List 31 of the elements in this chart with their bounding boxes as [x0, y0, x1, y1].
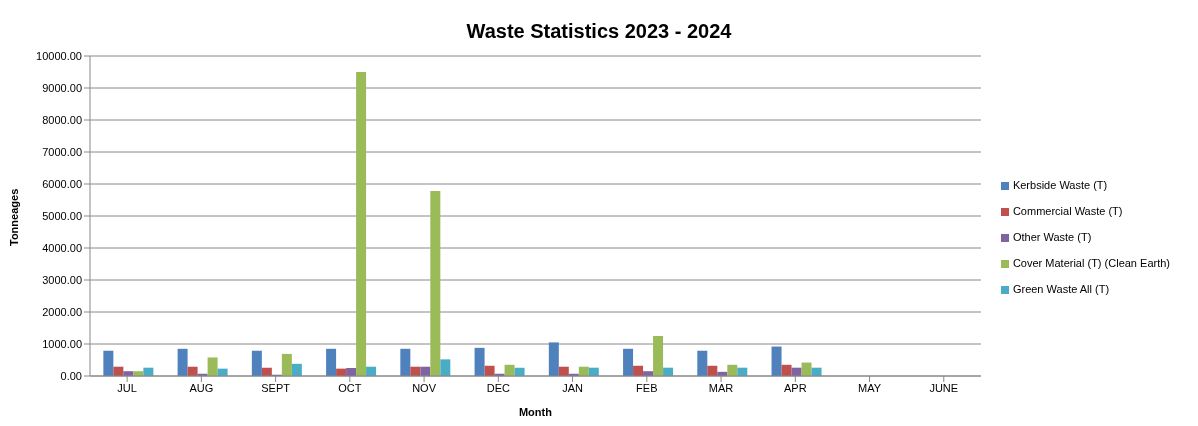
- y-tick-label: 1000.00: [42, 337, 82, 350]
- y-tick-label: 5000.00: [42, 209, 82, 222]
- x-tick-label: FEB: [636, 381, 658, 394]
- y-tick-label: 8000.00: [42, 113, 82, 126]
- y-tick-label: 2000.00: [42, 305, 82, 318]
- y-tick-label: 9000.00: [42, 81, 82, 94]
- x-tick-label: SEPT: [261, 381, 291, 394]
- x-tick-label: DEC: [486, 381, 510, 394]
- y-tick-label: 0.00: [60, 369, 82, 382]
- y-tick-label: 6000.00: [42, 177, 82, 190]
- legend-label: Commercial Waste (T): [1012, 205, 1123, 217]
- y-tick-label: 10000.00: [36, 49, 82, 62]
- legend-label: Cover Material (T) (Clean Earth): [1012, 257, 1170, 269]
- x-tick-label: OCT: [338, 381, 362, 394]
- y-tick-label: 7000.00: [42, 145, 82, 158]
- legend-label: Kerbside Waste (T): [1012, 179, 1108, 191]
- y-tick-label: 4000.00: [42, 241, 82, 254]
- y-tick-label: 3000.00: [42, 273, 82, 286]
- y-axis-title: Tonneages: [7, 188, 20, 246]
- x-tick-label: JUL: [117, 381, 137, 394]
- x-tick-label: APR: [783, 381, 807, 394]
- x-tick-label: MAY: [858, 381, 882, 394]
- legend-label: Other Waste (T): [1012, 231, 1092, 243]
- x-tick-label: JAN: [562, 381, 584, 394]
- x-tick-label: JUNE: [929, 381, 959, 394]
- x-axis-title: Month: [518, 406, 553, 418]
- chart-title: Waste Statistics 2023 - 2024: [465, 19, 733, 44]
- x-tick-label: AUG: [189, 381, 214, 394]
- x-tick-label: NOV: [412, 381, 437, 394]
- x-tick-label: MAR: [708, 381, 734, 394]
- legend-label: Green Waste All (T): [1012, 283, 1110, 295]
